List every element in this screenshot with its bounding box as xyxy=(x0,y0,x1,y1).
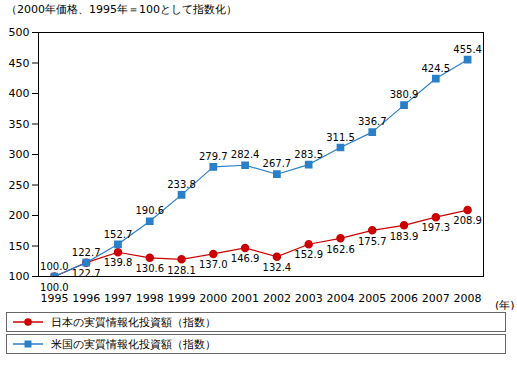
svg-text:380.9: 380.9 xyxy=(390,89,419,100)
svg-text:208.9: 208.9 xyxy=(453,215,482,226)
svg-text:300: 300 xyxy=(9,148,30,161)
svg-text:500: 500 xyxy=(9,26,30,39)
svg-text:100.0: 100.0 xyxy=(40,282,69,293)
svg-text:250: 250 xyxy=(9,179,30,192)
svg-text:424.5: 424.5 xyxy=(422,63,451,74)
svg-text:267.7: 267.7 xyxy=(263,158,292,169)
svg-text:2006: 2006 xyxy=(390,292,418,305)
svg-text:197.3: 197.3 xyxy=(422,222,451,233)
svg-text:152.7: 152.7 xyxy=(104,229,133,240)
svg-text:(年): (年) xyxy=(495,299,515,311)
svg-text:100.0: 100.0 xyxy=(40,261,69,272)
svg-text:336.7: 336.7 xyxy=(358,116,387,127)
svg-text:152.9: 152.9 xyxy=(294,249,323,260)
svg-text:132.4: 132.4 xyxy=(263,262,292,273)
svg-text:146.9: 146.9 xyxy=(231,253,260,264)
svg-text:311.5: 311.5 xyxy=(326,132,355,143)
html-text:日本の実質情報化投資額（指数）: 日本の実質情報化投資額（指数） xyxy=(51,315,216,329)
svg-text:283.5: 283.5 xyxy=(294,149,323,160)
html-text:米国の実質情報化投資額（指数）: 米国の実質情報化投資額（指数） xyxy=(51,337,216,351)
svg-text:1996: 1996 xyxy=(72,292,100,305)
svg-text:279.7: 279.7 xyxy=(199,151,228,162)
svg-text:282.4: 282.4 xyxy=(231,149,260,160)
svg-text:350: 350 xyxy=(9,118,30,131)
svg-text:2008: 2008 xyxy=(454,292,482,305)
svg-text:1998: 1998 xyxy=(136,292,164,305)
svg-text:1997: 1997 xyxy=(104,292,132,305)
svg-text:400: 400 xyxy=(9,87,30,100)
svg-text:2004: 2004 xyxy=(326,292,354,305)
svg-text:200: 200 xyxy=(9,209,30,222)
svg-text:162.6: 162.6 xyxy=(326,244,355,255)
svg-text:2007: 2007 xyxy=(422,292,450,305)
svg-text:450: 450 xyxy=(9,57,30,70)
svg-text:150: 150 xyxy=(9,240,30,253)
svg-text:455.4: 455.4 xyxy=(453,44,482,55)
svg-text:2003: 2003 xyxy=(295,292,323,305)
svg-text:175.7: 175.7 xyxy=(358,236,387,247)
svg-text:1999: 1999 xyxy=(168,292,196,305)
svg-text:190.6: 190.6 xyxy=(135,205,164,216)
svg-text:122.7: 122.7 xyxy=(72,247,101,258)
svg-text:183.9: 183.9 xyxy=(390,231,419,242)
svg-text:233.8: 233.8 xyxy=(167,179,196,190)
html-text:（2000年価格、1995年＝100として指数化）: （2000年価格、1995年＝100として指数化） xyxy=(6,3,237,16)
svg-text:130.6: 130.6 xyxy=(135,263,164,274)
svg-text:128.1: 128.1 xyxy=(167,265,196,276)
svg-text:2001: 2001 xyxy=(231,292,259,305)
svg-text:1995: 1995 xyxy=(40,292,68,305)
svg-text:100: 100 xyxy=(9,270,30,283)
svg-text:2005: 2005 xyxy=(358,292,386,305)
svg-text:2002: 2002 xyxy=(263,292,291,305)
svg-text:137.0: 137.0 xyxy=(199,259,228,270)
svg-text:2000: 2000 xyxy=(199,292,227,305)
svg-text:139.8: 139.8 xyxy=(104,257,133,268)
svg-text:122.7: 122.7 xyxy=(72,268,101,279)
